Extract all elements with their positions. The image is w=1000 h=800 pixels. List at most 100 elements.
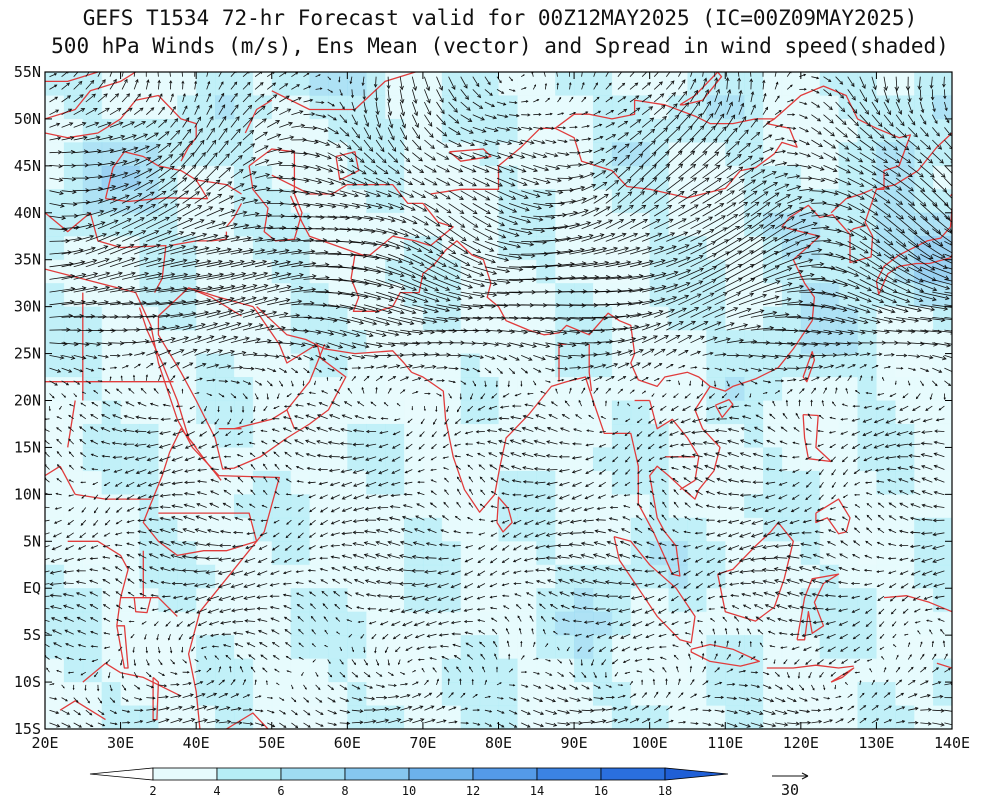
shading-cell: [347, 494, 367, 519]
shading-cell: [819, 658, 840, 683]
wind-vector-head: [775, 69, 777, 71]
shading-cell: [668, 447, 689, 472]
shading-cell: [838, 588, 859, 613]
shading-cell: [611, 95, 632, 120]
shading-cell: [706, 517, 726, 542]
shading-cell: [82, 447, 103, 472]
shading-cell: [177, 400, 197, 425]
shading-cell: [895, 212, 915, 237]
shading-cell: [838, 118, 859, 143]
shading-cell: [422, 118, 443, 143]
shading-cell: [177, 306, 197, 331]
shading-cell: [744, 118, 764, 143]
shading-cell: [668, 588, 689, 613]
shading-cell: [857, 118, 878, 143]
shading-cell: [328, 142, 348, 167]
shading-cell: [101, 236, 122, 261]
shading-cell: [933, 189, 952, 214]
shading-cell: [271, 423, 292, 449]
shading-cell: [215, 72, 235, 97]
shading-cell: [215, 658, 235, 683]
shading-cell: [687, 517, 707, 542]
shading-cell: [309, 165, 330, 190]
shading-cell: [252, 447, 273, 472]
shading-cell: [933, 635, 952, 660]
shading-cell: [385, 142, 405, 167]
shading-cell: [933, 447, 952, 472]
shading-cell: [630, 189, 651, 214]
shading-cell: [876, 72, 896, 97]
shading-cell: [366, 330, 386, 355]
shading-cell: [933, 72, 952, 97]
shading-cell: [763, 682, 783, 707]
shading-cell: [441, 377, 462, 402]
shading-cell: [422, 259, 443, 284]
shading-cell: [101, 306, 122, 331]
shading-cell: [215, 588, 235, 613]
shading-cell: [498, 541, 518, 566]
shading-cell: [404, 212, 424, 237]
shading-cell: [120, 306, 141, 331]
shading-cell: [536, 447, 556, 472]
shading-cell: [611, 635, 632, 660]
shading-cell: [725, 95, 745, 120]
wind-vector-head: [89, 67, 92, 70]
shading-cell: [366, 423, 386, 449]
shading-cell: [158, 95, 178, 120]
shading-cell: [82, 564, 103, 589]
shading-cell: [781, 588, 802, 613]
shading-cell: [252, 564, 273, 589]
shading-cell: [517, 118, 537, 143]
shading-cell: [82, 72, 103, 97]
shading-cell: [517, 470, 537, 495]
shading-cell: [309, 377, 330, 402]
shading-cell: [215, 236, 235, 261]
shading-cell: [895, 142, 915, 167]
shading-cell: [252, 165, 273, 190]
shading-cell: [668, 705, 689, 729]
shading-cell: [120, 494, 141, 519]
shading-cell: [517, 564, 537, 589]
shading-cell: [422, 611, 443, 636]
shading-cell: [347, 118, 367, 143]
shading-cell: [177, 377, 197, 402]
shading-cell: [838, 377, 859, 402]
shading-cell: [309, 658, 330, 683]
shading-cell: [215, 682, 235, 707]
shading-cell: [366, 658, 386, 683]
shading-cell: [592, 611, 613, 636]
shading-cell: [857, 635, 878, 660]
shading-cell: [271, 588, 292, 613]
shading-cell: [687, 564, 707, 589]
shading-cell: [309, 95, 330, 120]
shading-cell: [763, 635, 783, 660]
shading-cell: [876, 447, 896, 472]
shading-cell: [45, 494, 65, 519]
shading-cell: [82, 588, 103, 613]
shading-cell: [177, 658, 197, 683]
shading-cell: [139, 541, 159, 566]
shading-cell: [441, 611, 462, 636]
shading-cell: [422, 72, 443, 97]
shading-cell: [630, 705, 651, 729]
shading-cell: [139, 611, 159, 636]
shading-cell: [101, 564, 122, 589]
shading-cell: [82, 377, 103, 402]
shading-cell: [536, 611, 556, 636]
shading-cell: [460, 72, 481, 97]
wind-vector-head: [957, 274, 961, 278]
shading-cell: [347, 212, 367, 237]
shading-cell: [574, 236, 594, 261]
shading-cell: [252, 517, 273, 542]
shading-cell: [725, 588, 745, 613]
shading-cell: [158, 447, 178, 472]
shading-cell: [933, 377, 952, 402]
shading-cell: [328, 705, 348, 729]
shading-cell: [725, 611, 745, 636]
shading-cell: [404, 283, 424, 308]
shading-cell: [668, 494, 689, 519]
shading-cell: [252, 259, 273, 284]
shading-cell: [630, 306, 651, 331]
shading-cell: [328, 564, 348, 589]
shading-cell: [630, 658, 651, 683]
